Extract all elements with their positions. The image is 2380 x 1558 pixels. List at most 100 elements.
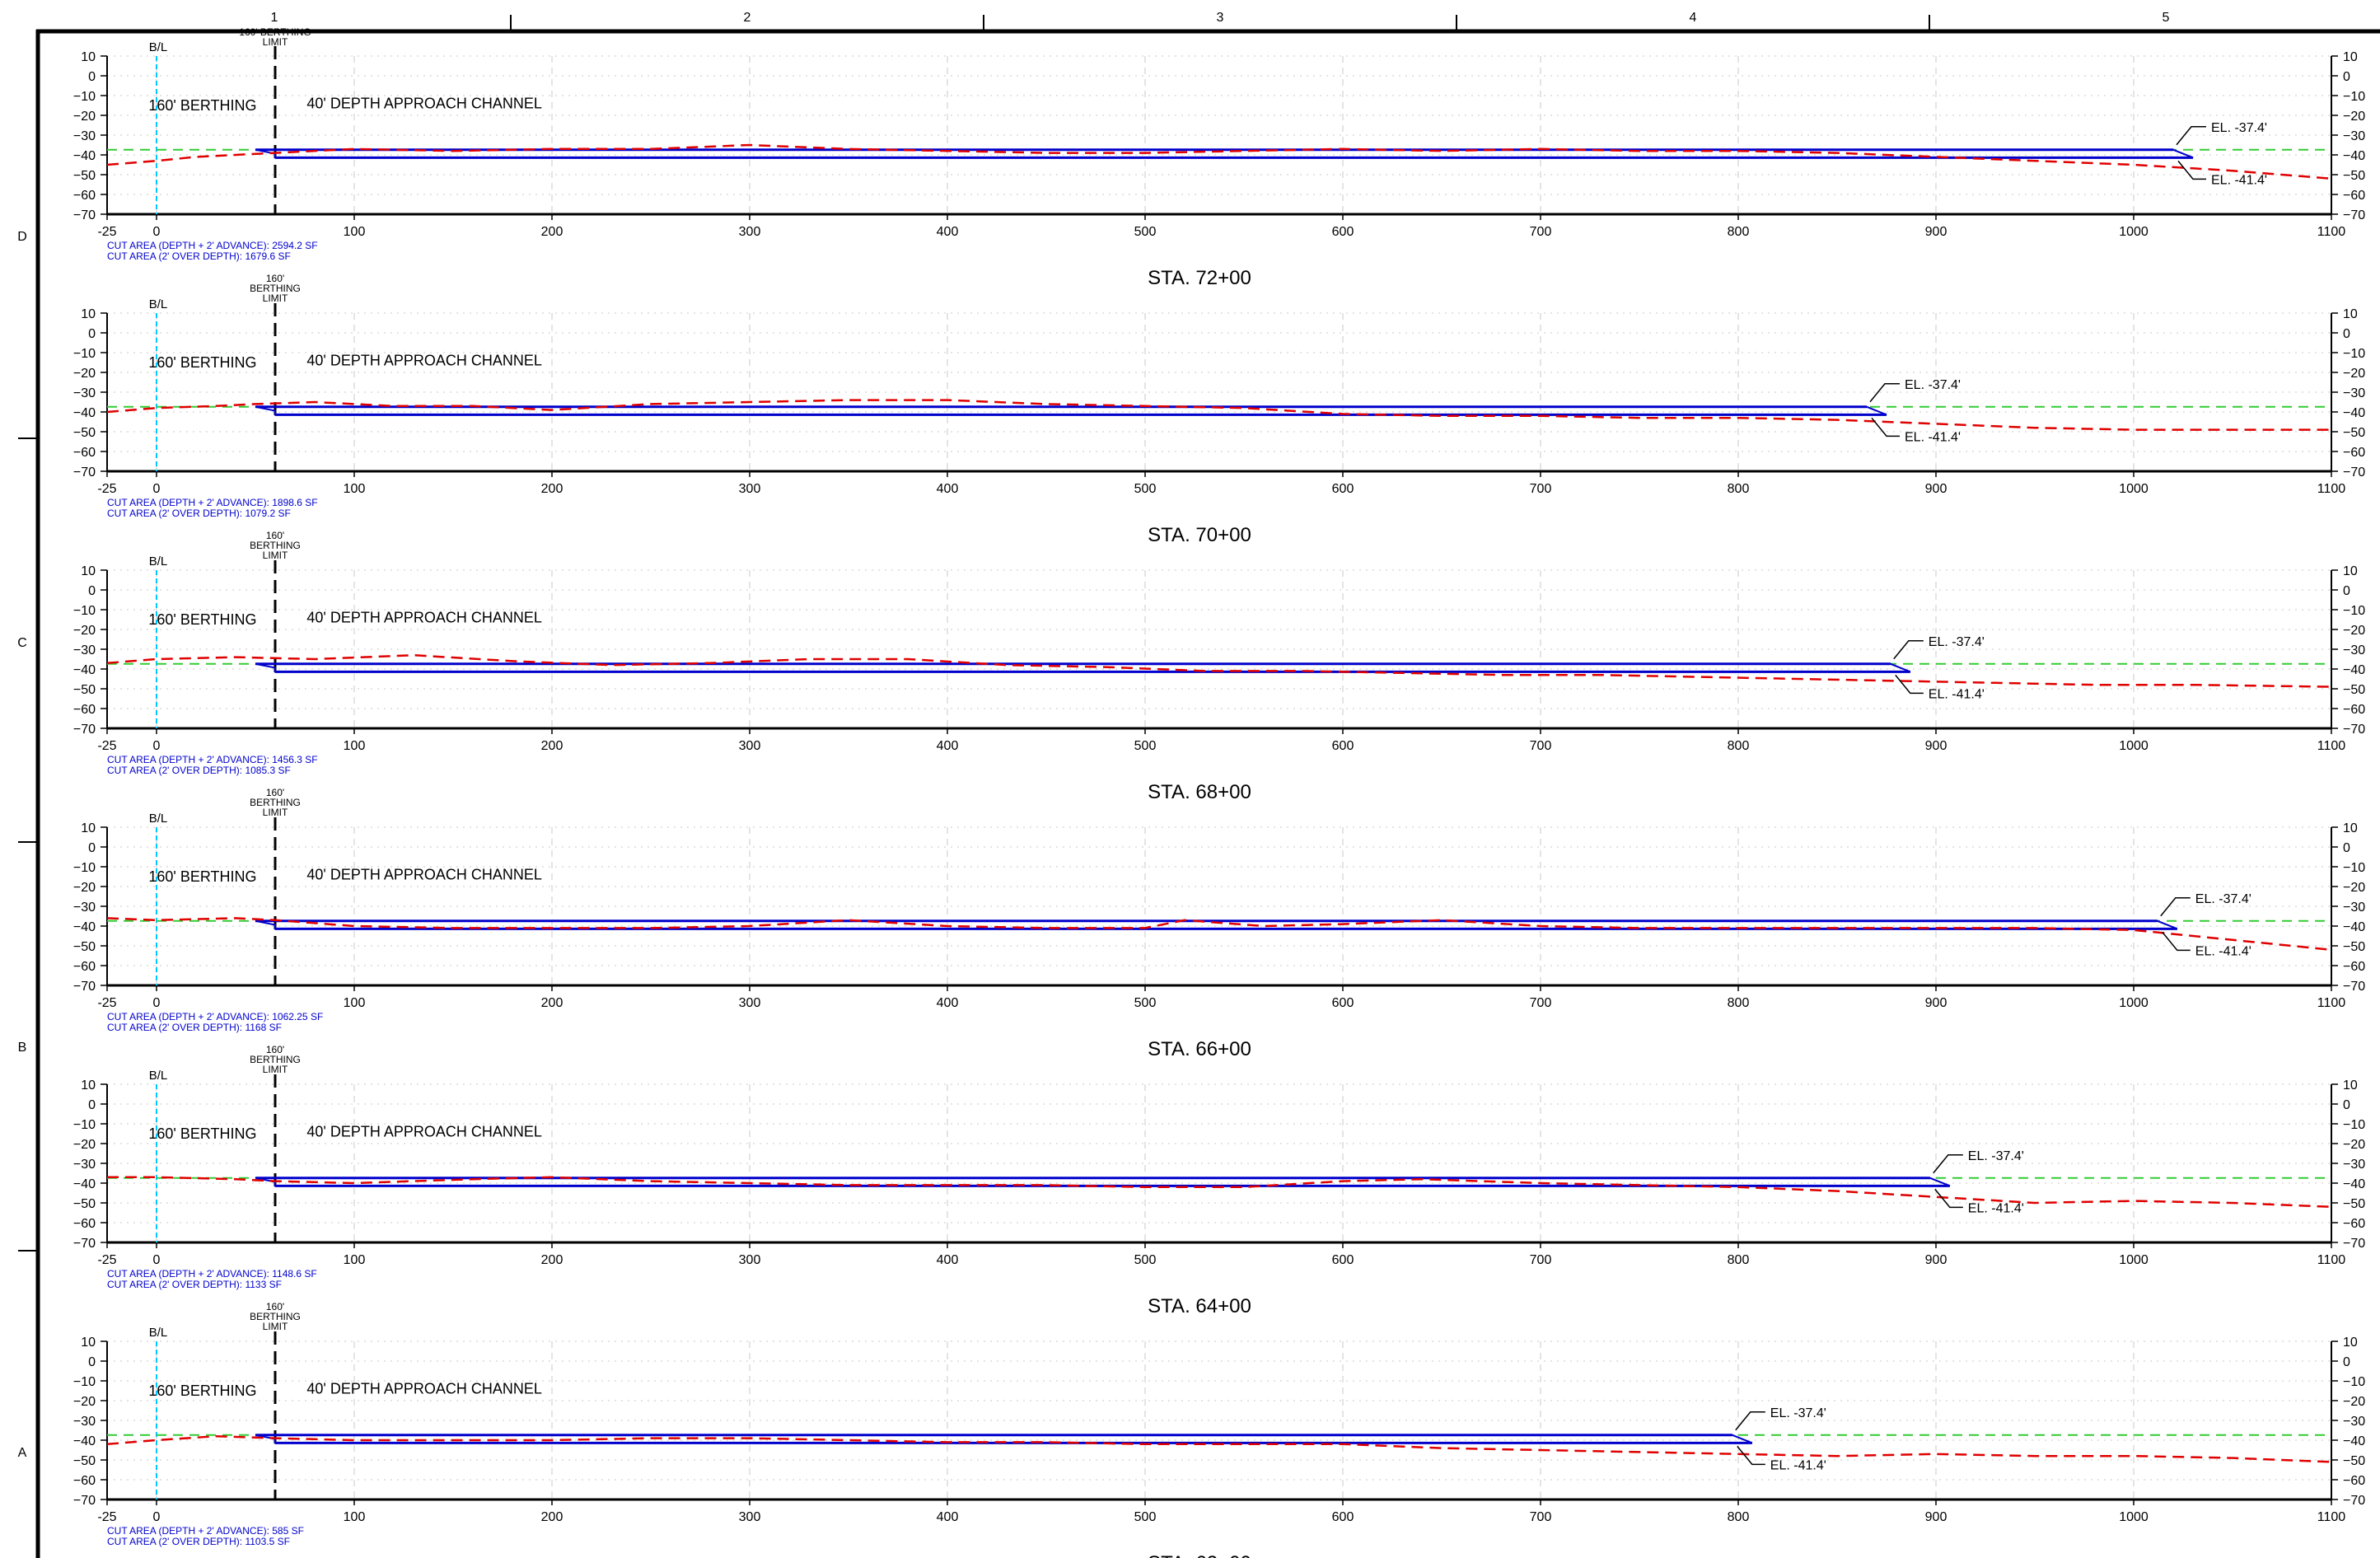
el-bottom-leader xyxy=(2162,931,2191,952)
right-y-tick-label: −40 xyxy=(2343,406,2365,420)
right-y-tick-label: −50 xyxy=(2343,1197,2365,1211)
el-top-label: EL. -37.4' xyxy=(1770,1406,1826,1420)
berthing-limit-label: BERTHING xyxy=(250,797,301,808)
el-top-label: EL. -37.4' xyxy=(1929,635,1985,649)
x-tick-label: 500 xyxy=(1134,1253,1157,1267)
column-label: 2 xyxy=(744,11,751,25)
x-tick-label: 700 xyxy=(1530,225,1552,239)
baseline-label: B/L xyxy=(149,1326,168,1340)
left-y-tick-label: −70 xyxy=(73,466,96,480)
left-y-tick-label: −50 xyxy=(73,426,96,440)
x-tick-label: 100 xyxy=(344,225,366,239)
station-title: STA. 62+00 xyxy=(1148,1552,1251,1558)
berthing-limit-label: BERTHING xyxy=(250,540,301,551)
right-y-tick-label: −70 xyxy=(2343,723,2365,737)
berthing-limit-label: BERTHING xyxy=(250,1311,301,1322)
right-y-tick-label: −20 xyxy=(2343,1138,2365,1152)
left-y-tick-label: −20 xyxy=(73,1138,96,1152)
berthing-limit-label: 160' xyxy=(266,1301,284,1312)
right-y-tick-label: −60 xyxy=(2343,960,2365,974)
right-y-tick-label: 0 xyxy=(2343,70,2350,84)
cut-area-overdepth-note: CUT AREA (2' OVER DEPTH): 1079.2 SF xyxy=(107,508,291,519)
right-y-tick-label: 0 xyxy=(2343,1098,2350,1112)
existing-ground-line xyxy=(106,143,2332,180)
el-bottom-label: EL. -41.4' xyxy=(1929,687,1985,701)
x-tick-label: 200 xyxy=(541,1253,563,1267)
left-y-tick-label: −70 xyxy=(73,208,96,222)
cut-area-overdepth-note: CUT AREA (2' OVER DEPTH): 1133 SF xyxy=(107,1279,282,1290)
x-tick-label: 700 xyxy=(1530,996,1552,1010)
x-tick-label: 300 xyxy=(739,1510,761,1524)
baseline-label: B/L xyxy=(149,554,168,568)
right-y-tick-label: −50 xyxy=(2343,683,2365,697)
left-y-tick-label: −60 xyxy=(73,703,96,717)
left-y-tick-label: −30 xyxy=(73,643,96,657)
column-label: 3 xyxy=(1217,11,1224,25)
right-y-tick-label: −70 xyxy=(2343,466,2365,480)
right-y-tick-label: −10 xyxy=(2343,1118,2365,1132)
right-y-tick-label: −30 xyxy=(2343,901,2365,915)
el-top-leader xyxy=(2160,897,2191,917)
x-tick-label: 400 xyxy=(937,739,959,753)
left-y-tick-label: −10 xyxy=(73,1375,96,1389)
right-y-tick-label: −30 xyxy=(2343,129,2365,143)
x-tick-label: 100 xyxy=(344,739,366,753)
left-y-tick-label: −10 xyxy=(73,1118,96,1132)
left-y-tick-label: −40 xyxy=(73,149,96,163)
right-y-tick-label: −40 xyxy=(2343,149,2365,163)
left-y-tick-label: −60 xyxy=(73,960,96,974)
x-tick-label: 700 xyxy=(1530,482,1552,496)
left-y-tick-label: 10 xyxy=(81,1078,96,1092)
el-bottom-leader xyxy=(2177,160,2206,180)
right-y-tick-label: −20 xyxy=(2343,624,2365,638)
el-top-leader xyxy=(1933,1154,1963,1174)
x-tick-label: -25 xyxy=(97,996,116,1010)
left-y-tick-label: −20 xyxy=(73,110,96,124)
right-y-tick-label: −70 xyxy=(2343,1237,2365,1251)
right-y-tick-label: −70 xyxy=(2343,980,2365,994)
right-y-tick-label: 10 xyxy=(2343,50,2358,64)
left-y-tick-label: 0 xyxy=(88,327,96,341)
channel-zone-label: 40' DEPTH APPROACH CHANNEL xyxy=(306,353,542,369)
cut-area-overdepth-note: CUT AREA (2' OVER DEPTH): 1103.5 SF xyxy=(107,1536,290,1547)
left-y-tick-label: −30 xyxy=(73,129,96,143)
baseline-label: B/L xyxy=(149,812,168,826)
left-y-tick-label: −10 xyxy=(73,861,96,875)
berthing-limit-label: BERTHING xyxy=(250,1054,301,1065)
station-title: STA. 66+00 xyxy=(1148,1038,1251,1060)
cut-area-overdepth-note: CUT AREA (2' OVER DEPTH): 1085.3 SF xyxy=(107,765,291,776)
x-tick-label: 1000 xyxy=(2119,225,2149,239)
berthing-limit-label: BERTHING xyxy=(250,283,301,294)
x-tick-label: 700 xyxy=(1530,1253,1552,1267)
right-y-tick-label: −20 xyxy=(2343,367,2365,381)
x-tick-label: 900 xyxy=(1925,1510,1947,1524)
left-y-tick-label: −70 xyxy=(73,1494,96,1508)
berthing-zone-label: 160' BERTHING xyxy=(148,1383,256,1399)
column-label: 4 xyxy=(1690,11,1697,25)
left-y-tick-label: −60 xyxy=(73,446,96,460)
x-tick-label: 1000 xyxy=(2119,739,2149,753)
left-y-tick-label: −30 xyxy=(73,1415,96,1429)
column-label: 5 xyxy=(2163,11,2170,25)
right-y-tick-label: −10 xyxy=(2343,604,2365,618)
cut-area-advance-note: CUT AREA (DEPTH + 2' ADVANCE): 1148.6 SF xyxy=(107,1268,317,1280)
x-tick-label: 400 xyxy=(937,482,959,496)
row-label: B xyxy=(18,1041,27,1055)
left-y-tick-label: −60 xyxy=(73,1217,96,1231)
el-top-label: EL. -37.4' xyxy=(1905,378,1961,392)
x-tick-label: 100 xyxy=(344,1253,366,1267)
x-tick-label: 200 xyxy=(541,996,563,1010)
x-tick-label: 800 xyxy=(1728,225,1750,239)
x-tick-label: 800 xyxy=(1728,482,1750,496)
el-bottom-label: EL. -41.4' xyxy=(2211,173,2267,187)
x-tick-label: -25 xyxy=(97,1510,116,1524)
left-y-tick-label: −40 xyxy=(73,1434,96,1448)
baseline-label: B/L xyxy=(149,1069,168,1083)
channel-zone-label: 40' DEPTH APPROACH CHANNEL xyxy=(306,610,542,626)
left-y-tick-label: 0 xyxy=(88,1355,96,1369)
left-y-tick-label: −50 xyxy=(73,940,96,954)
x-tick-label: 900 xyxy=(1925,739,1947,753)
berthing-limit-label: LIMIT xyxy=(263,1321,288,1332)
right-y-tick-label: 0 xyxy=(2343,584,2350,598)
channel-zone-label: 40' DEPTH APPROACH CHANNEL xyxy=(306,1124,542,1140)
